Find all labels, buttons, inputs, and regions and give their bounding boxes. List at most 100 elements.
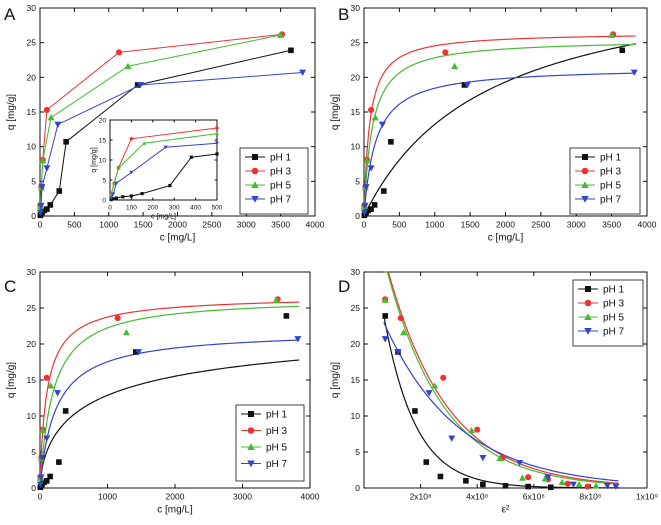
panel-a-inset-line-ph-7 (110, 142, 218, 199)
panel-b-point-ph-1 (368, 206, 374, 212)
panel-d-point-ph-7 (569, 481, 577, 488)
panel-a-inset-line-ph-1 (110, 153, 218, 201)
panel-c-point-ph-5 (39, 426, 47, 434)
panel-d-point-ph-7 (448, 435, 456, 442)
panel-c-point-ph-7 (36, 481, 44, 488)
panel-a-x-tick-label: 2500 (202, 220, 221, 230)
panel-b-legend-marker-ph-5 (581, 181, 589, 188)
panel-a-inset-x-tick-label: 100 (126, 205, 137, 212)
panel-b-x-tick-label: 3500 (602, 220, 621, 230)
panel-a-point-ph-5 (39, 157, 47, 164)
panel-a-inset-line-ph-5 (110, 133, 218, 195)
panel-a-inset-point-ph-7 (111, 192, 116, 196)
panel-b-series-ph-7 (360, 69, 638, 217)
panel-c-y-tick-label: 0 (31, 483, 36, 493)
panel-a-inset-point-ph-1 (189, 155, 193, 159)
panel-c-y-tick-label: 20 (27, 339, 37, 349)
panel-b-x-tick-label: 3000 (567, 220, 586, 230)
panel-a-y-axis-label: q [mg/g] (6, 94, 17, 130)
panel-b: B 0 500 1000 1500 2000 2500 3000 3500 4000 0 5 10 15 2… (330, 3, 657, 244)
panel-d-series-ph-5 (381, 296, 600, 489)
panel-b-legend-marker-ph-1 (582, 154, 588, 160)
panel-b-point-ph-3 (442, 49, 449, 56)
panel-c-x-tick-label: 3000 (233, 492, 252, 502)
panel-d-point-ph-3 (564, 480, 571, 487)
panel-b-legend-marker-ph-3 (581, 167, 589, 175)
panel-a-inset-point-ph-7 (114, 181, 119, 186)
panel-d-point-ph-1 (463, 478, 469, 484)
panel-b-point-ph-7 (630, 69, 638, 76)
panel-d-legend: pH 1 pH 3 pH 5 pH 7 (572, 279, 644, 347)
panel-c-legend-marker-ph-3 (247, 427, 255, 434)
panel-d-point-ph-1 (412, 408, 418, 414)
panel-d-y-tick-label: 5 (355, 447, 360, 457)
panel-a-line-ph-5 (39, 34, 281, 207)
panel-d-fit-curve-ph-7 (383, 322, 619, 482)
panel-d-y-tick-label: 25 (351, 303, 361, 313)
panel-a-inset-x-tick-label: 0 (108, 205, 112, 212)
panel-d-legend-marker-ph-3 (584, 299, 592, 307)
panel-c-legend-box (235, 404, 305, 482)
panel-d-point-ph-5 (518, 474, 526, 481)
panel-a-inset-point-ph-7 (163, 145, 168, 150)
panel-b-legend-label-ph-7: pH 7 (600, 195, 622, 206)
panel-a-inset-point-ph-7 (215, 141, 219, 146)
panel-d-legend-box (572, 279, 644, 347)
panel-d-point-ph-3 (525, 474, 532, 481)
panel-b-legend-marker-ph-7 (581, 196, 589, 203)
panel-a-y-tick-label: 30 (27, 3, 37, 13)
panel-a-legend-box (239, 147, 309, 215)
panel-a-inset-y-tick-label: 15 (99, 137, 107, 144)
panel-a-legend-label-ph-5: pH 5 (270, 181, 292, 192)
panel-a-x-tick-label: 0 (38, 220, 43, 230)
panel-d-point-ph-5 (400, 328, 408, 336)
panel-a-x-tick-label: 2000 (168, 220, 187, 230)
panel-d-point-ph-5 (558, 478, 566, 486)
panel-d-y-tick-label: 10 (351, 411, 361, 421)
panel-c-point-ph-7 (37, 474, 45, 481)
panel-d-point-ph-7 (479, 454, 487, 462)
panel-a-inset-line-ph-3 (110, 127, 218, 195)
panel-c-point-ph-7 (38, 454, 46, 462)
panel-b-point-ph-1 (371, 202, 378, 208)
panel-a-inset-point-ph-1 (114, 196, 119, 200)
panel-b-x-tick-label: 500 (392, 220, 406, 230)
panel-b-point-ph-5 (371, 114, 379, 121)
panel-d-point-ph-3 (584, 483, 591, 490)
panel-c-legend-marker-ph-5 (247, 443, 255, 450)
panel-a-inset-point-ph-5 (116, 166, 121, 170)
panel-a-point-ph-1 (56, 188, 63, 194)
panel-d-y-axis-label: q [mg/g] (330, 362, 341, 398)
panel-b-point-ph-1 (381, 188, 387, 194)
panel-d-point-ph-5 (592, 482, 600, 489)
panel-a-x-tick-label: 500 (67, 220, 81, 230)
panel-b-x-tick-label: 4000 (638, 220, 657, 230)
panel-d-point-ph-1 (423, 459, 430, 465)
panel-a-inset-x-axis-label: c [mg/L] (151, 214, 176, 221)
panel-a-y-tick-label: 25 (27, 38, 37, 48)
panel-d-point-ph-1 (382, 313, 389, 319)
panel-c-point-ph-1 (283, 313, 290, 319)
panel-a-x-tick-label: 1500 (134, 220, 153, 230)
panel-a-point-ph-7 (54, 121, 62, 128)
panel-d-x-tick-label: 4x10⁸ (466, 492, 488, 502)
panel-a-x-axis-label: c [mg/L] (160, 233, 196, 244)
panel-d-point-ph-7 (381, 336, 389, 343)
panel-c-x-axis-label: c [mg/L] (157, 505, 193, 516)
panel-a-inset-x-tick-label: 500 (212, 205, 223, 212)
panel-a-x-tick-label: 3000 (237, 220, 256, 230)
panel-a-point-ph-7 (43, 165, 51, 172)
panel-b-x-ticks: 0 500 1000 1500 2000 2500 3000 3500 4000 (362, 8, 657, 230)
panel-c-y-tick-label: 10 (27, 411, 37, 421)
panel-d-point-ph-7 (516, 460, 524, 467)
panel-a-y-tick-label: 10 (27, 142, 37, 152)
panel-d-point-ph-7 (544, 474, 552, 481)
panel-a-legend-marker-ph-7 (251, 196, 259, 203)
panel-c-fit-curve-ph-5 (39, 305, 300, 488)
panel-a-point-ph-5 (277, 31, 285, 38)
panel-c-point-ph-5 (47, 382, 55, 389)
panel-b-point-ph-3 (367, 106, 375, 113)
panel-c-point-ph-5 (272, 296, 280, 303)
panel-d-point-ph-7 (612, 483, 620, 491)
panel-d-point-ph-1 (525, 483, 531, 490)
